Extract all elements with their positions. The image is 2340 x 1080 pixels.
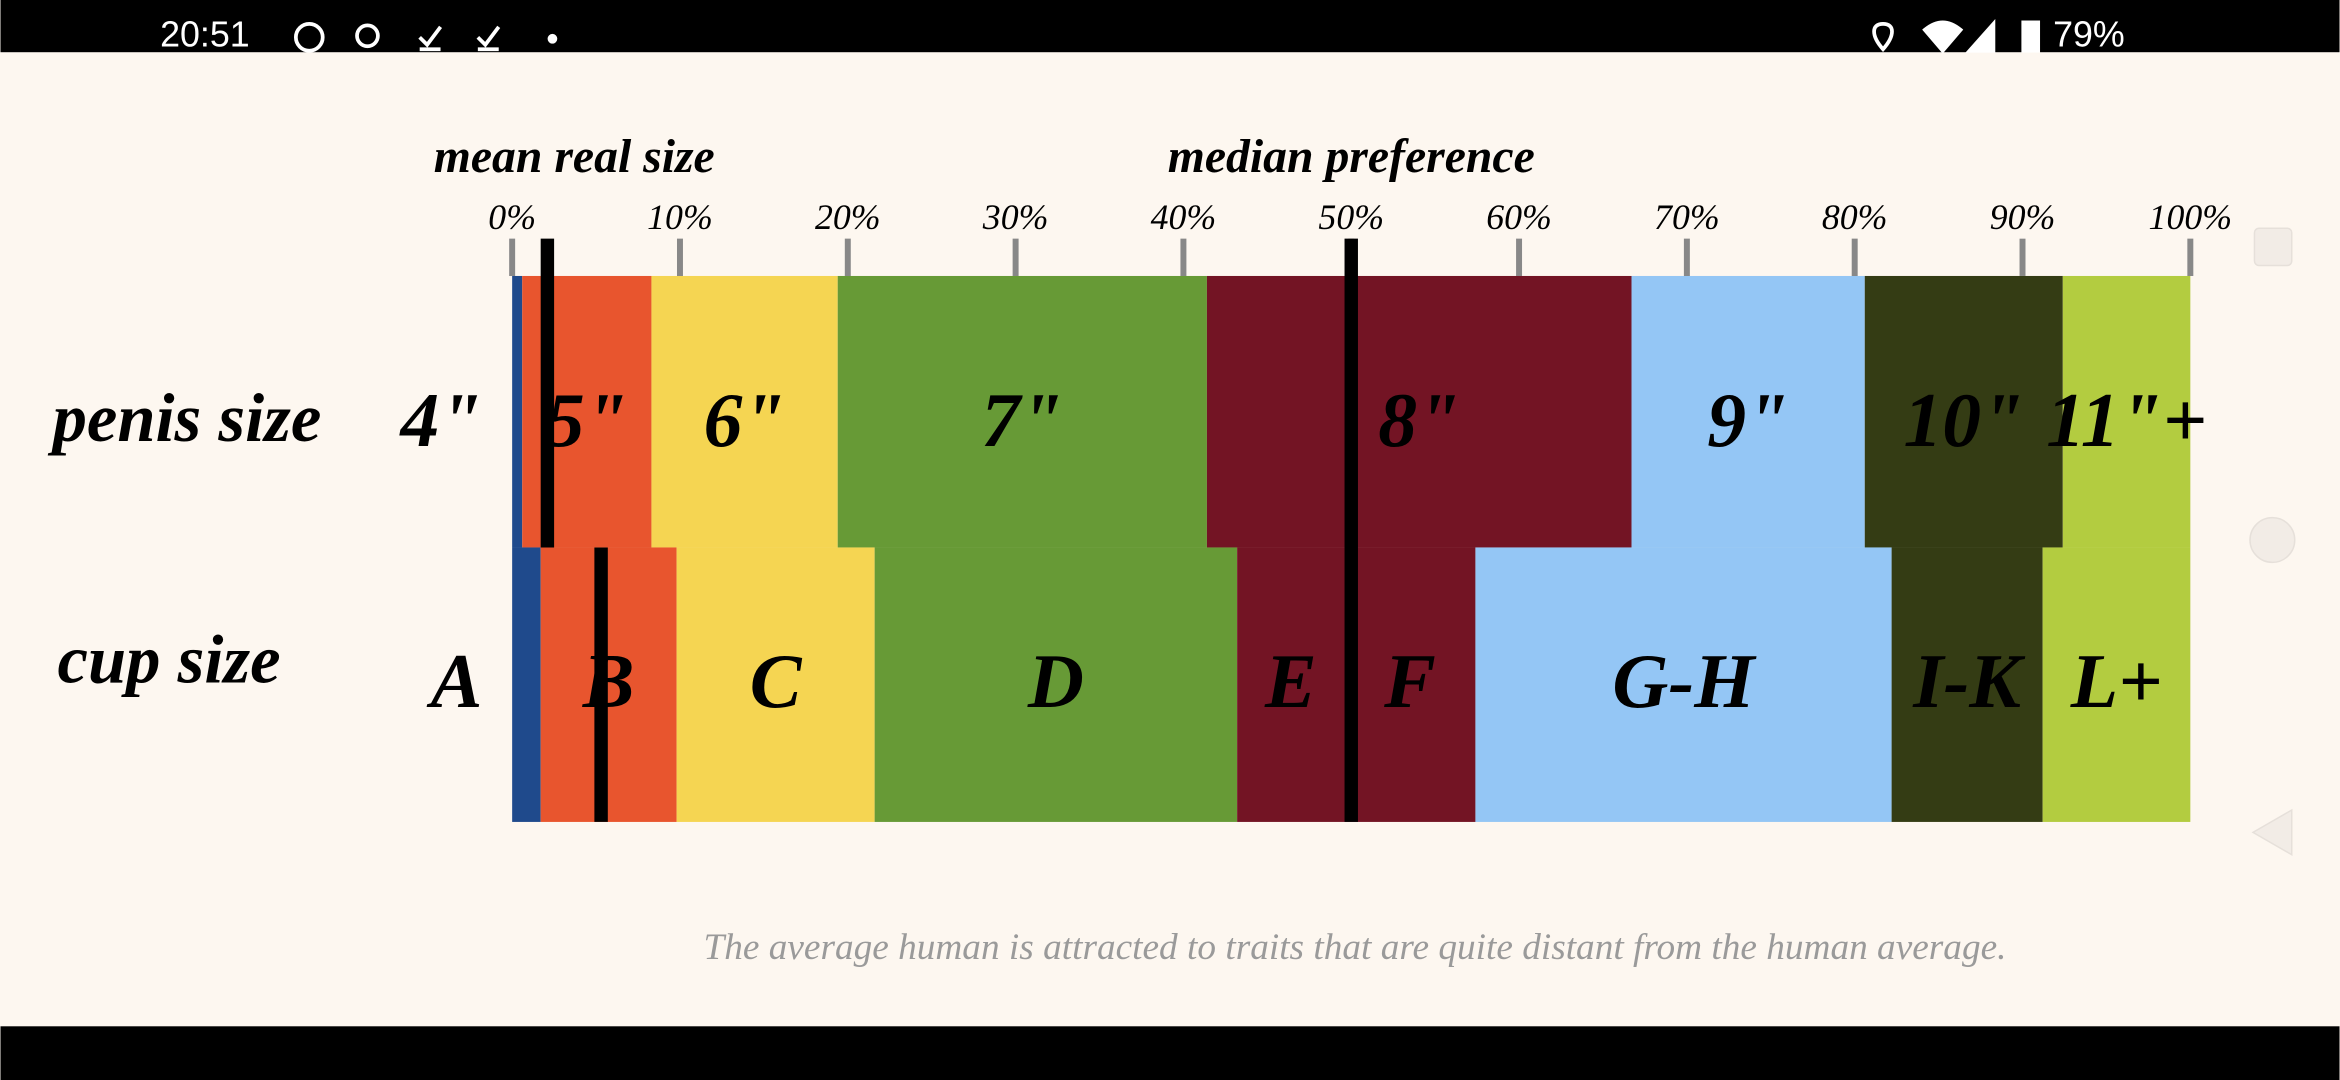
segment-label: 4"	[398, 377, 482, 463]
status-icons	[293, 18, 2041, 54]
bar-segment	[1206, 275, 1632, 548]
segment-label: I-K	[1912, 638, 2026, 724]
back-button[interactable]	[2251, 808, 2293, 857]
bar-segment	[1864, 275, 2063, 548]
segment-label: L+	[2070, 638, 2163, 724]
segment-label: D	[1027, 638, 1084, 724]
row-label: cup size	[58, 622, 281, 698]
home-button[interactable]	[2249, 516, 2296, 564]
segment-label: 9"	[1707, 377, 1789, 463]
bar-segment	[676, 547, 875, 822]
segment-label: 5"	[546, 377, 628, 463]
row-label: penis size	[48, 380, 322, 456]
bar-segment	[1237, 547, 1345, 822]
bar-segment	[1475, 547, 1892, 822]
caption: The average human is attracted to traits…	[703, 927, 2006, 968]
bar-segment	[1344, 547, 1476, 822]
bar-segment	[837, 275, 1207, 548]
segment-label: 6"	[704, 377, 786, 463]
recent-button[interactable]	[2253, 227, 2293, 267]
nav-buttons	[2249, 227, 2296, 857]
bar-segment	[651, 275, 838, 548]
bar-segment	[1891, 547, 2043, 822]
status-battery: 79%	[2053, 15, 2125, 55]
bar-segment	[1631, 275, 1865, 548]
x-tick-label: 30%	[982, 197, 1049, 237]
x-tick-label: 10%	[647, 197, 713, 237]
x-tick-label: 100%	[2149, 197, 2233, 237]
bottom-bar	[0, 1026, 2340, 1080]
bar-segment	[512, 547, 541, 822]
segment-label: F	[1383, 638, 1436, 724]
x-tick-label: 50%	[1318, 197, 1384, 237]
bar-segment	[2042, 547, 2191, 822]
x-tick-label: 20%	[815, 197, 881, 237]
x-tick-label: 80%	[1822, 197, 1888, 237]
segment-label: 10"	[1903, 377, 2024, 463]
segment-label: 7"	[981, 377, 1063, 463]
marker-label: mean real size	[434, 130, 715, 183]
segment-label: 8"	[1378, 377, 1460, 463]
x-tick-label: 60%	[1486, 197, 1552, 237]
segment-label: E	[1264, 638, 1317, 724]
segment-label: A	[426, 638, 483, 724]
segment-label: B	[582, 638, 635, 724]
x-tick-label: 0%	[488, 197, 536, 237]
bar-segment	[2062, 275, 2191, 548]
marker-label: median preference	[1168, 130, 1535, 183]
x-tick-label: 90%	[1990, 197, 2056, 237]
segment-label: 11"+	[2046, 377, 2207, 463]
segment-label: C	[750, 638, 803, 724]
status-time: 20:51	[160, 15, 250, 55]
x-tick-label: 40%	[1151, 197, 1217, 237]
bar-segment	[874, 547, 1238, 822]
x-tick-label: 70%	[1654, 197, 1720, 237]
bar-segment	[540, 547, 677, 822]
bar-segment	[512, 275, 523, 548]
segment-label: G-H	[1612, 638, 1757, 724]
